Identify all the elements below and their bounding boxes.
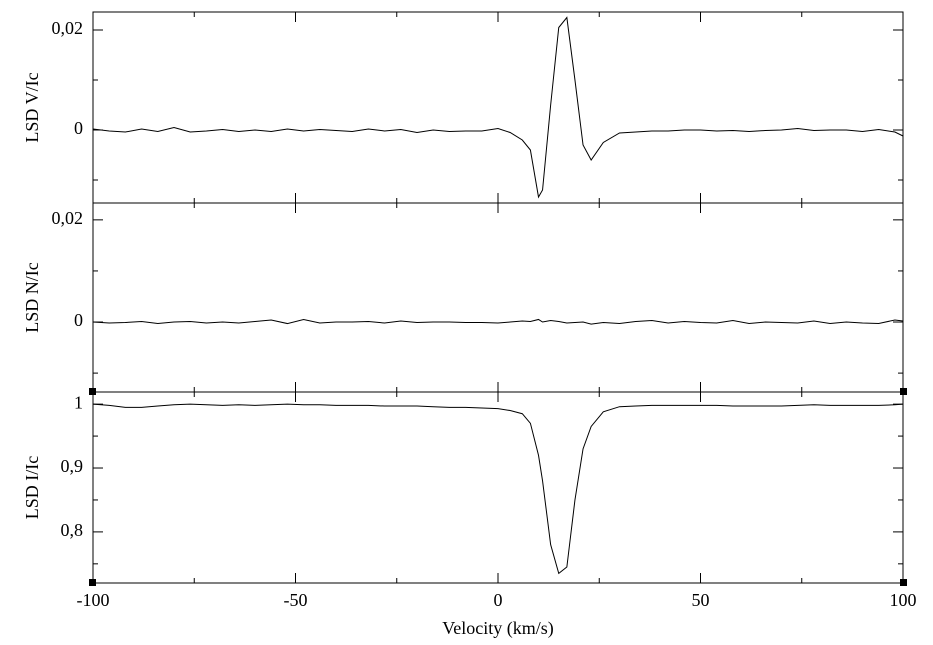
- y-tick-label: 0,02: [52, 208, 84, 228]
- x-tick-label: -100: [77, 590, 110, 610]
- plot-frame: [92, 202, 904, 393]
- x-tick-label: 100: [890, 590, 917, 610]
- plot-frame: [92, 391, 904, 584]
- x-tick-label: 0: [494, 590, 503, 610]
- data-line: [92, 16, 904, 199]
- y-tick-label: 0,9: [61, 456, 84, 476]
- y-tick-label: 0: [74, 310, 83, 330]
- data-line: [92, 403, 904, 575]
- x-tick-label: 50: [692, 590, 710, 610]
- y-tick-label: 1: [74, 392, 83, 412]
- x-tick-label: -50: [284, 590, 308, 610]
- y-tick-label: 0,02: [52, 18, 84, 38]
- y-axis-label: LSD I/Ic: [22, 456, 42, 519]
- x-axis-label: Velocity (km/s): [442, 618, 553, 639]
- plot-frame: [92, 11, 904, 204]
- y-tick-label: 0,8: [61, 520, 84, 540]
- y-axis-label: LSD N/Ic: [22, 262, 42, 333]
- y-tick-label: 0: [74, 118, 83, 138]
- y-axis-label: LSD V/Ic: [22, 72, 42, 142]
- data-line: [92, 318, 904, 325]
